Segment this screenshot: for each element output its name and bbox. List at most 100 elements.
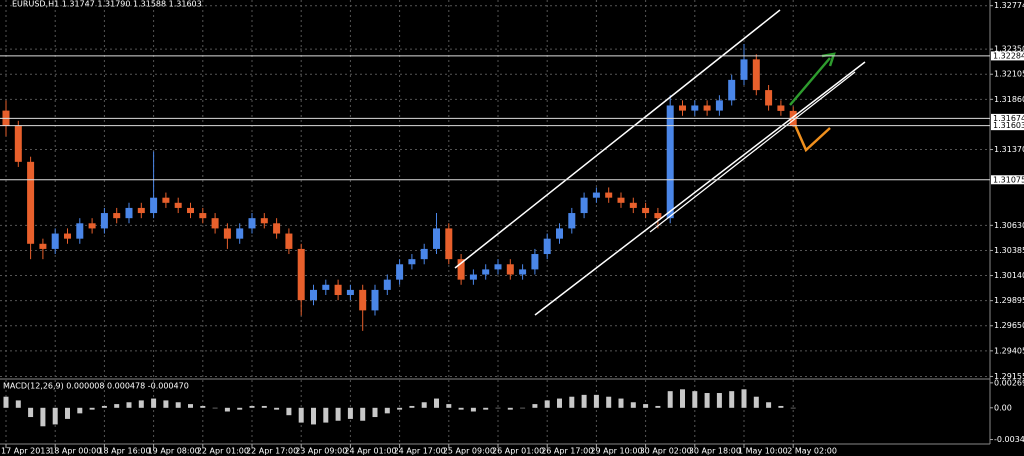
y-tick-label: 1.29650 xyxy=(994,321,1024,330)
candle-body xyxy=(420,248,428,260)
x-tick-label: 29 Apr 10:00 xyxy=(590,447,642,456)
y-tick-label: 1.31370 xyxy=(994,145,1024,154)
macd-bar xyxy=(470,407,476,412)
candle-body xyxy=(27,161,35,244)
macd-bar xyxy=(15,400,21,408)
candle-body xyxy=(310,289,317,301)
macd-bar xyxy=(446,404,452,408)
macd-bar xyxy=(581,394,587,408)
candle-body xyxy=(14,125,22,162)
y-tick-label: 1.30140 xyxy=(994,271,1024,280)
x-tick-label: 18 Apr 16:00 xyxy=(98,447,150,456)
y-tick-label: 1.32774 xyxy=(994,1,1024,10)
macd-bar xyxy=(667,391,673,408)
candle-body xyxy=(605,192,613,198)
candle-body xyxy=(445,228,453,260)
candle-body xyxy=(396,264,404,280)
x-tick-label: 24 Apr 17:00 xyxy=(394,447,446,456)
macd-bar xyxy=(384,407,390,414)
x-tick-label: 26 Apr 01:00 xyxy=(492,447,544,456)
candle-body xyxy=(679,105,686,111)
candle-body xyxy=(174,202,182,208)
x-tick-label: 2 May 02:00 xyxy=(787,447,837,456)
macd-bar xyxy=(175,402,181,408)
candle-body xyxy=(469,274,477,280)
candle-body xyxy=(371,289,379,311)
macd-bar xyxy=(311,407,316,425)
macd-bar xyxy=(40,407,46,427)
x-tick-label: 1 May 10:00 xyxy=(738,447,788,456)
candle-body xyxy=(740,59,748,80)
macd-bar xyxy=(212,407,218,409)
macd-bar xyxy=(323,407,329,423)
macd-bar xyxy=(360,407,366,421)
candle-body xyxy=(285,233,293,249)
x-tick-label: 17 Apr 2013 xyxy=(1,447,50,456)
macd-bar xyxy=(138,400,144,408)
macd-bar xyxy=(680,389,685,408)
macd-bar xyxy=(495,407,501,409)
candle-body xyxy=(236,228,244,239)
macd-bar xyxy=(544,400,550,408)
candle-body xyxy=(39,243,47,249)
y-tick-label: 1.29405 xyxy=(994,346,1024,355)
x-tick-label: 22 Apr 01:00 xyxy=(197,447,249,456)
candle-body xyxy=(100,213,108,229)
macd-bar xyxy=(704,393,710,408)
candle-body xyxy=(556,228,563,239)
macd-bar xyxy=(643,404,649,408)
candle-body xyxy=(494,264,502,270)
x-tick-label: 19 Apr 08:00 xyxy=(148,447,200,456)
macd-title: MACD(12,26,9) 0.000008 0.000478 -0.00047… xyxy=(3,382,189,391)
candle-body xyxy=(51,233,59,249)
macd-bar xyxy=(237,407,243,410)
candle-body xyxy=(703,105,711,111)
channel-line xyxy=(454,9,781,269)
candle-body xyxy=(519,269,527,275)
macd-bar xyxy=(421,402,427,408)
candle-body xyxy=(359,289,367,311)
macd-bar xyxy=(557,398,562,408)
macd-bar xyxy=(716,393,722,408)
macd-bar xyxy=(52,407,58,425)
candle-body xyxy=(273,223,281,234)
candle-body xyxy=(580,197,588,214)
candle-body xyxy=(125,207,133,219)
candle-body xyxy=(654,213,662,219)
candle-body xyxy=(137,207,145,214)
x-tick-label: 22 Apr 17:00 xyxy=(246,447,298,456)
y2-tick-label: 0.002699 xyxy=(994,378,1024,387)
candle-body xyxy=(248,218,256,229)
macd-bar xyxy=(483,407,489,410)
macd-bar xyxy=(593,394,599,408)
channel-line xyxy=(534,61,866,316)
candle-body xyxy=(592,192,600,198)
macd-bar xyxy=(347,407,353,419)
macd-bar xyxy=(766,402,772,408)
candle-body xyxy=(88,223,96,229)
candle-body xyxy=(322,284,330,290)
macd-bar xyxy=(163,400,169,408)
macd-bar xyxy=(434,398,439,408)
candle-body xyxy=(383,279,391,290)
forecast-arrow xyxy=(789,57,831,106)
macd-bar xyxy=(89,407,95,410)
x-tick-label: 25 Apr 09:00 xyxy=(443,447,495,456)
macd-bar xyxy=(569,396,575,408)
macd-bar xyxy=(532,404,538,408)
y-tick-label: 1.30385 xyxy=(994,246,1024,255)
macd-bar xyxy=(458,407,464,410)
macd-bar xyxy=(655,405,661,408)
candle-body xyxy=(728,79,736,101)
candle-body xyxy=(543,238,551,255)
macd-bar xyxy=(274,407,280,410)
macd-bar xyxy=(606,396,612,408)
level-label-box xyxy=(991,121,1024,131)
macd-bar xyxy=(520,407,526,409)
candle-body xyxy=(568,213,576,229)
candle-body xyxy=(457,259,465,280)
forecast-arrow-head xyxy=(821,52,836,67)
macd-bar xyxy=(224,407,230,412)
candle-body xyxy=(162,197,170,203)
macd-bar xyxy=(372,407,378,418)
